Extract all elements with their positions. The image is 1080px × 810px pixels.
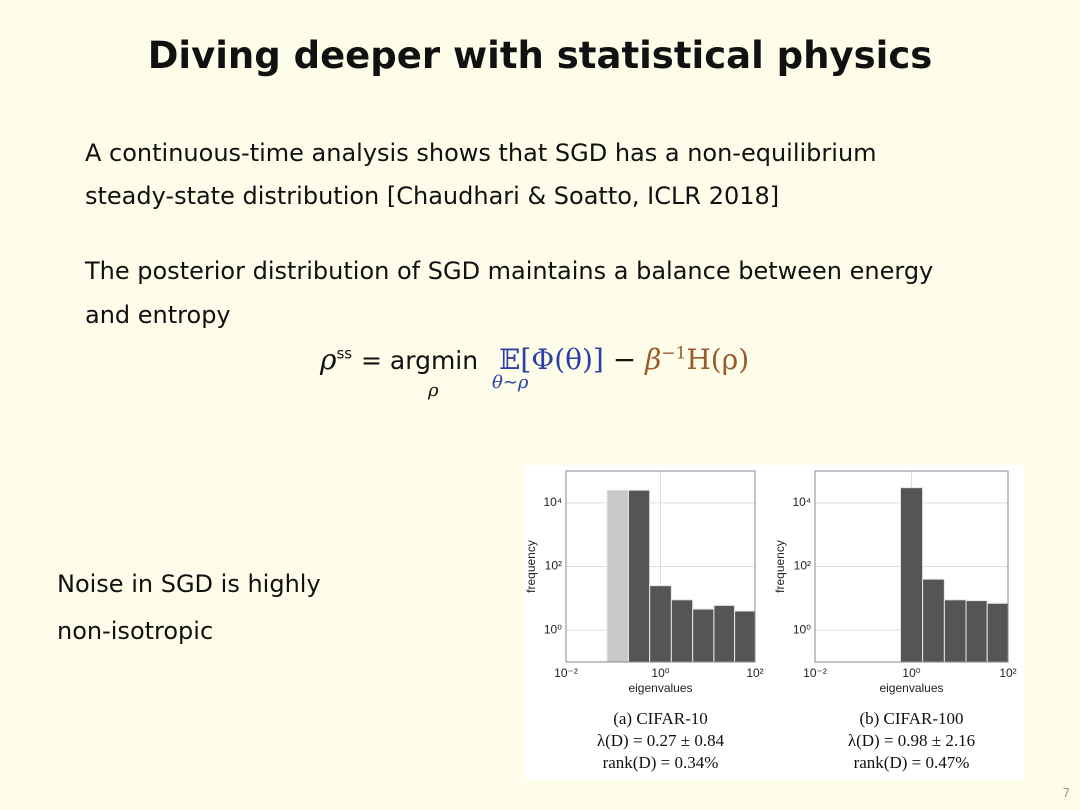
paragraph-line: and entropy bbox=[85, 301, 231, 329]
y-tick-label: 10⁴ bbox=[792, 495, 811, 509]
note-line: Noise in SGD is highly bbox=[57, 570, 321, 598]
x-tick-label: 10² bbox=[746, 666, 763, 680]
formula-entropy: H(ρ) bbox=[686, 343, 750, 376]
bar bbox=[713, 604, 736, 663]
paragraph-line: The posterior distribution of SGD mainta… bbox=[85, 257, 934, 285]
formula-under: ρ bbox=[428, 380, 439, 401]
bar bbox=[899, 487, 924, 663]
formula-lhs: ρ bbox=[320, 343, 337, 376]
note-line: non-isotropic bbox=[57, 617, 214, 645]
caption-line: λ(D) = 0.98 ± 2.16 bbox=[848, 731, 975, 750]
bar bbox=[627, 489, 651, 663]
formula-energy: [Φ(θ)] bbox=[520, 343, 604, 376]
y-tick-label: 10² bbox=[794, 559, 811, 573]
formula-expect: 𝔼 bbox=[499, 343, 521, 376]
bar bbox=[965, 600, 988, 663]
bar bbox=[922, 578, 945, 663]
x-tick-label: 10⁰ bbox=[651, 666, 669, 680]
plot-frame bbox=[565, 470, 756, 663]
x-tick-label: 10⁰ bbox=[902, 666, 920, 680]
y-tick-label: 10⁰ bbox=[544, 622, 562, 636]
figure: 10⁰ 10² 10⁴ 10⁻² 10⁰ 10² eigenvalues frequency (… bbox=[525, 465, 1025, 780]
formula: ρss = argmin 𝔼[Φ(θ)] − β−1H(ρ) bbox=[320, 343, 749, 376]
y-tick-label: 10² bbox=[545, 559, 562, 573]
caption-line: rank(D) = 0.47% bbox=[854, 753, 970, 772]
bar bbox=[986, 602, 1009, 663]
plot-frame bbox=[814, 470, 1009, 663]
slide-title: Diving deeper with statistical physics bbox=[147, 34, 933, 77]
formula-op: = argmin bbox=[361, 346, 479, 375]
bar bbox=[606, 489, 629, 663]
page-number: 7 bbox=[1062, 786, 1070, 800]
y-axis-label: frequency bbox=[773, 540, 787, 593]
x-tick-label: 10² bbox=[999, 666, 1016, 680]
formula-sup: ss bbox=[336, 344, 353, 363]
formula-beta: β bbox=[645, 343, 662, 376]
x-axis-label: eigenvalues bbox=[628, 681, 692, 695]
caption-line: (b) CIFAR-100 bbox=[859, 709, 963, 728]
formula-beta-sup: −1 bbox=[661, 343, 687, 364]
bar bbox=[943, 599, 967, 663]
formula-expect-sub: θ∼ρ bbox=[492, 372, 529, 393]
y-axis-label: frequency bbox=[525, 540, 538, 593]
x-tick-label: 10⁻² bbox=[803, 666, 827, 680]
y-tick-label: 10⁰ bbox=[793, 622, 811, 636]
y-tick-label: 10⁴ bbox=[543, 495, 562, 509]
bar bbox=[692, 608, 715, 663]
x-axis-label: eigenvalues bbox=[879, 681, 943, 695]
x-tick-label: 10⁻² bbox=[554, 666, 578, 680]
paragraph-line: A continuous-time analysis shows that SG… bbox=[85, 139, 877, 167]
bar bbox=[734, 610, 756, 663]
paragraph-line: steady-state distribution [Chaudhari & S… bbox=[85, 182, 780, 210]
bar bbox=[670, 599, 694, 663]
caption-line: λ(D) = 0.27 ± 0.84 bbox=[597, 731, 725, 750]
bar bbox=[649, 585, 672, 663]
caption-line: (a) CIFAR-10 bbox=[613, 709, 708, 728]
caption-line: rank(D) = 0.34% bbox=[603, 753, 719, 772]
formula-minus: − bbox=[612, 343, 637, 376]
